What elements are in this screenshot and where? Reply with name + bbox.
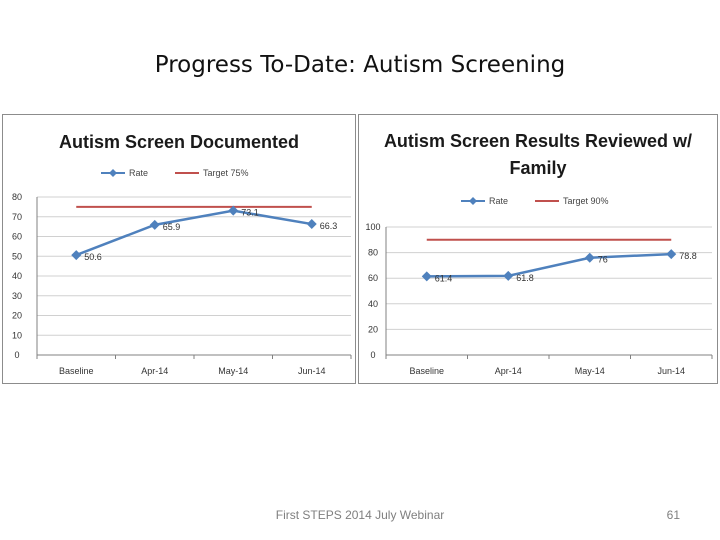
x-tick-label: Apr-14 <box>141 366 168 376</box>
rate-point <box>421 271 432 282</box>
y-tick-label: 30 <box>12 291 22 301</box>
chart-results-reviewed: Autism Screen Results Reviewed w/Family R… <box>365 131 713 376</box>
data-label: 65.9 <box>163 222 181 232</box>
data-label: 76 <box>598 255 608 265</box>
y-tick-label: 70 <box>12 212 22 222</box>
y-tick-label: 80 <box>368 248 378 258</box>
data-label: 61.4 <box>435 273 453 283</box>
slide-title: Progress To-Date: Autism Screening <box>154 52 566 78</box>
rate-point <box>306 219 317 230</box>
x-tick-label: May-14 <box>575 366 605 376</box>
rate-line <box>426 252 672 278</box>
chart-panel-results-reviewed: Autism Screen Results Reviewed w/Family R… <box>358 114 718 384</box>
y-tick-label: 0 <box>14 350 19 360</box>
y-tick-label: 40 <box>368 299 378 309</box>
data-label: 73.1 <box>241 208 259 218</box>
chart-screen-documented: Autism Screen Documented Rate Target 75% 0 1… <box>12 132 352 376</box>
y-tick-label: 100 <box>365 222 380 232</box>
x-tick-label: Baseline <box>59 366 94 376</box>
legend-rate-label: Rate <box>129 168 148 178</box>
rate-point <box>71 250 82 261</box>
rate-point <box>503 270 514 281</box>
rate-point <box>228 205 239 216</box>
legend-rate-marker <box>109 169 117 177</box>
y-tick-label: 40 <box>12 271 22 281</box>
x-tick-label: May-14 <box>218 366 248 376</box>
y-tick-label: 0 <box>370 350 375 360</box>
rate-point <box>584 252 595 263</box>
page-number: 61 <box>666 508 680 522</box>
data-label: 61.8 <box>516 273 534 283</box>
chart-title: Autism Screen Documented <box>59 132 299 152</box>
y-tick-label: 20 <box>12 311 22 321</box>
y-tick-label: 60 <box>368 273 378 283</box>
footer-text: First STEPS 2014 July Webinar <box>275 508 445 522</box>
y-tick-label: 60 <box>12 232 22 242</box>
y-tick-label: 20 <box>368 324 378 334</box>
y-tick-label: 50 <box>12 251 22 261</box>
data-label: 78.8 <box>679 251 697 261</box>
legend-target-label: Target 75% <box>203 168 249 178</box>
chart-panel-screen-documented: Autism Screen Documented Rate Target 75% 0 1… <box>2 114 356 384</box>
y-tick-label: 80 <box>12 192 22 202</box>
data-label: 50.6 <box>84 252 102 262</box>
chart-title: Autism Screen Results Reviewed w/ <box>384 131 692 151</box>
x-tick-label: Baseline <box>409 366 444 376</box>
x-tick-label: Jun-14 <box>298 366 326 376</box>
rate-point <box>149 219 160 230</box>
y-tick-label: 10 <box>12 330 22 340</box>
data-label: 66.3 <box>320 221 338 231</box>
x-tick-label: Jun-14 <box>657 366 685 376</box>
x-tick-label: Apr-14 <box>495 366 522 376</box>
rate-point <box>666 249 677 260</box>
legend-target-label: Target 90% <box>563 196 609 206</box>
legend-rate-marker <box>469 197 477 205</box>
legend-rate-label: Rate <box>489 196 508 206</box>
chart-title: Family <box>509 158 566 178</box>
rate-line <box>75 209 312 257</box>
